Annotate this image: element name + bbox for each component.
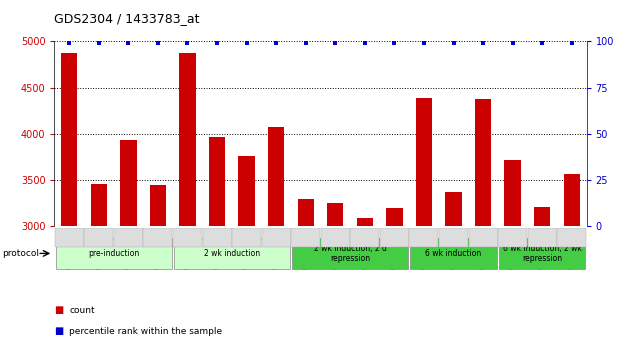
Bar bbox=[203, 228, 231, 247]
Bar bbox=[238, 156, 254, 226]
Text: protocol: protocol bbox=[2, 249, 39, 258]
Bar bbox=[173, 228, 202, 247]
Bar bbox=[356, 218, 373, 226]
Bar bbox=[292, 238, 408, 269]
Text: 2 wk induction, 2 d
repression: 2 wk induction, 2 d repression bbox=[313, 244, 387, 263]
Bar bbox=[534, 207, 551, 226]
Bar bbox=[380, 228, 409, 247]
Bar bbox=[504, 159, 520, 226]
Bar bbox=[85, 228, 113, 247]
Bar bbox=[262, 228, 290, 247]
Bar bbox=[557, 228, 587, 247]
Bar bbox=[54, 228, 84, 247]
Bar bbox=[416, 98, 432, 226]
Text: ■: ■ bbox=[54, 306, 63, 315]
Text: ■: ■ bbox=[54, 326, 63, 336]
Text: 6 wk induction, 2 wk
repression: 6 wk induction, 2 wk repression bbox=[503, 244, 581, 263]
Bar bbox=[61, 53, 78, 226]
Text: pre-induction: pre-induction bbox=[88, 249, 139, 258]
Bar bbox=[297, 199, 314, 226]
Text: GDS2304 / 1433783_at: GDS2304 / 1433783_at bbox=[54, 12, 200, 25]
Bar bbox=[90, 184, 107, 226]
Bar bbox=[121, 140, 137, 226]
Bar bbox=[410, 228, 438, 247]
Text: 6 wk induction: 6 wk induction bbox=[426, 249, 481, 258]
Text: count: count bbox=[69, 306, 95, 315]
Bar bbox=[232, 228, 261, 247]
Bar bbox=[469, 228, 497, 247]
Bar bbox=[499, 238, 585, 269]
Bar bbox=[268, 127, 285, 226]
Text: percentile rank within the sample: percentile rank within the sample bbox=[69, 327, 222, 336]
Bar bbox=[179, 53, 196, 226]
Bar bbox=[114, 228, 143, 247]
Bar bbox=[209, 137, 225, 226]
Bar bbox=[475, 99, 491, 226]
Bar bbox=[351, 228, 379, 247]
Bar bbox=[410, 238, 497, 269]
Bar bbox=[144, 228, 172, 247]
Bar bbox=[439, 228, 468, 247]
Bar bbox=[291, 228, 320, 247]
Bar bbox=[320, 228, 350, 247]
Bar bbox=[56, 238, 172, 269]
Bar bbox=[563, 174, 580, 226]
Text: 2 wk induction: 2 wk induction bbox=[204, 249, 260, 258]
Bar bbox=[387, 208, 403, 226]
Bar bbox=[327, 203, 344, 226]
Bar bbox=[174, 238, 290, 269]
Bar bbox=[150, 185, 166, 226]
Bar bbox=[528, 228, 556, 247]
Bar bbox=[445, 192, 462, 226]
Bar bbox=[498, 228, 527, 247]
